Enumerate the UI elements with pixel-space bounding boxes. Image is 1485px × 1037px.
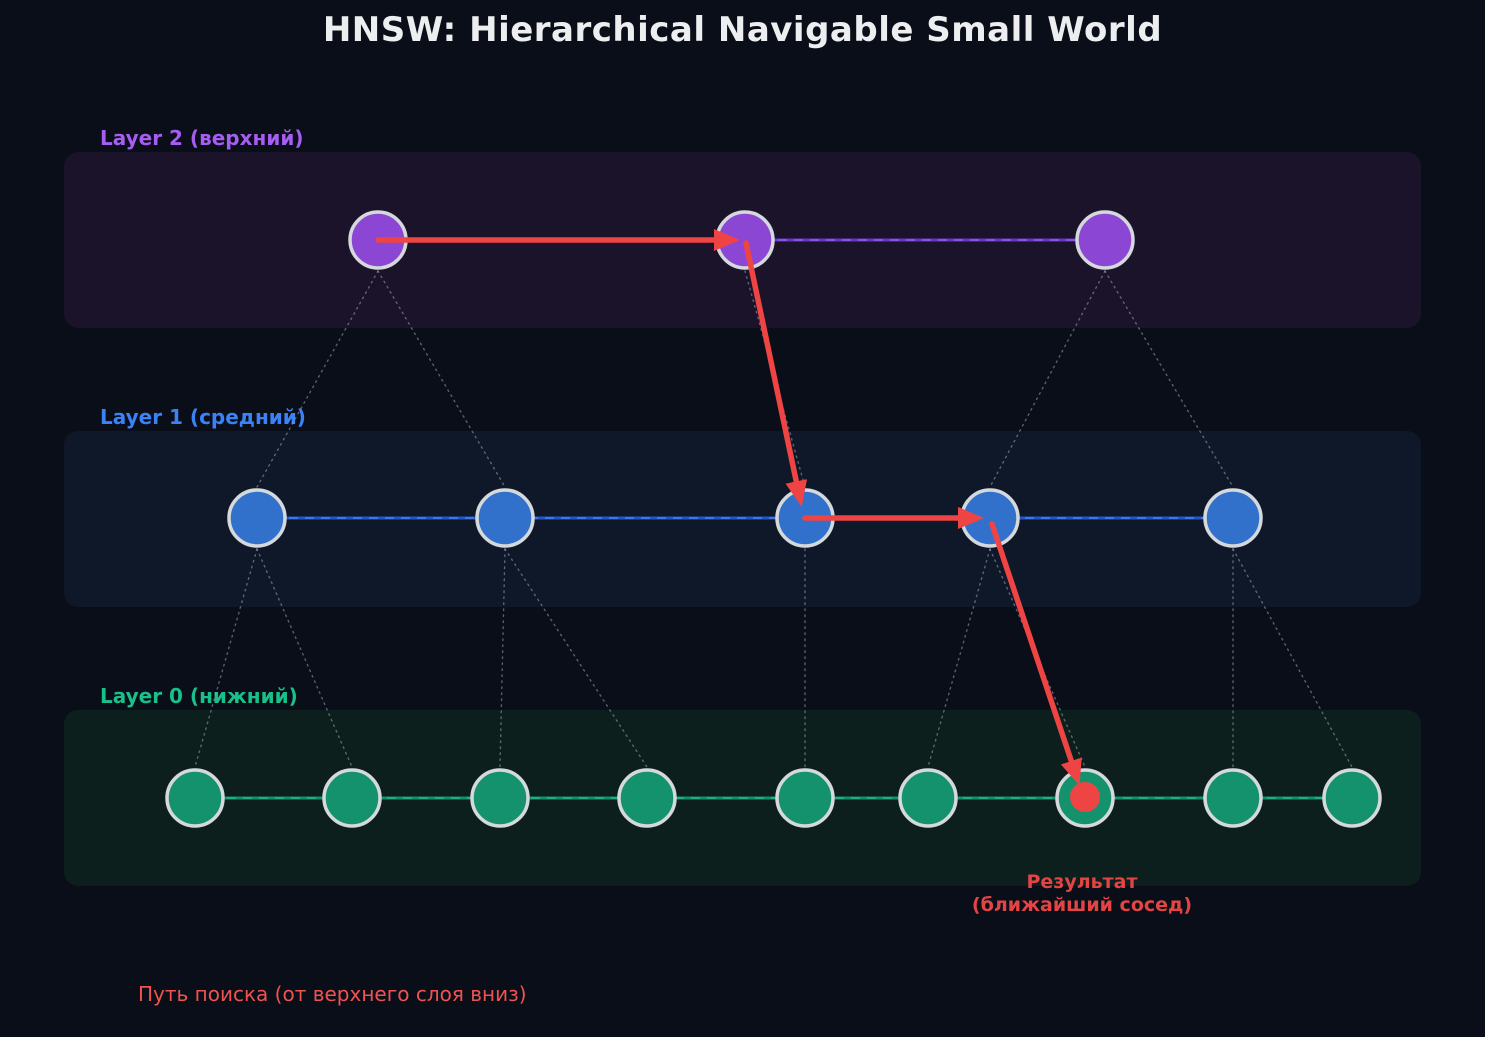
page-title: HNSW: Hierarchical Navigable Small World — [322, 10, 1163, 50]
layer-0-label: Layer 0 (нижний) — [100, 684, 298, 708]
layer-0-node — [617, 768, 677, 828]
layer-1-label: Layer 1 (средний) — [100, 405, 306, 429]
layer-0-node — [775, 768, 835, 828]
layer-1-node — [475, 488, 535, 548]
legend-search-path: Путь поиска (от верхнего слоя вниз) — [138, 982, 527, 1006]
search-path-segment — [989, 521, 1082, 786]
result-marker — [1070, 782, 1100, 812]
cross-layer-link — [989, 270, 1106, 488]
layer-1-node — [1203, 488, 1263, 548]
layer-0-node — [1322, 768, 1382, 828]
cross-layer-link — [1104, 270, 1234, 488]
cross-layer-link — [499, 548, 506, 768]
layer-0-node — [1203, 768, 1263, 828]
layer-0-node — [898, 768, 958, 828]
layer-0-node — [322, 768, 382, 828]
result-label-line1: Результат — [1026, 871, 1137, 893]
result-label-line2: (ближайший сосед) — [972, 894, 1192, 916]
cross-layer-link — [504, 548, 648, 768]
layer-0-node — [470, 768, 530, 828]
cross-layer-link — [989, 548, 1086, 768]
cross-layer-link — [256, 548, 353, 768]
cross-layer-link — [744, 270, 806, 488]
cross-layer-link — [927, 548, 991, 768]
layer-0-node — [165, 768, 225, 828]
search-path-segment — [743, 240, 808, 507]
cross-layer-link — [377, 270, 506, 488]
cross-layer-link — [194, 548, 258, 768]
cross-layer-link — [1232, 548, 1353, 768]
layer-2-node — [1075, 210, 1135, 270]
layer-1-node — [227, 488, 287, 548]
layer-2-label: Layer 2 (верхний) — [100, 126, 304, 150]
